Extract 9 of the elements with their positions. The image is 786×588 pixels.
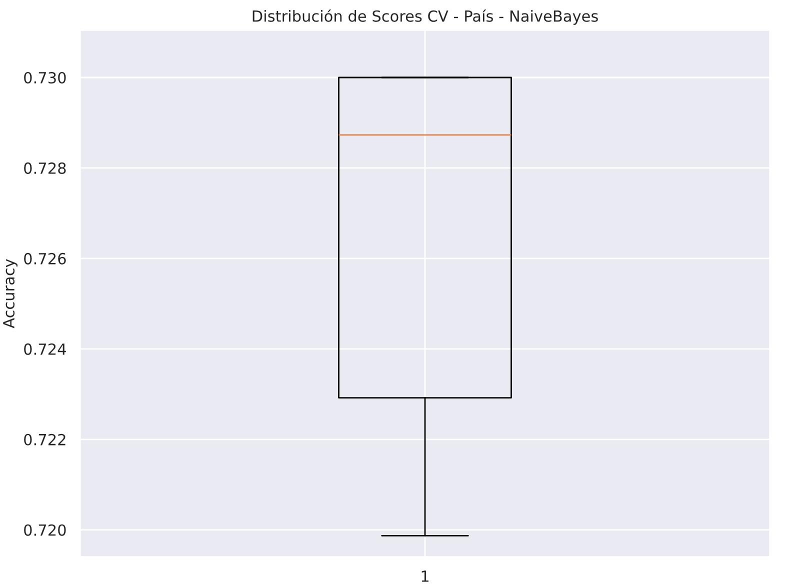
y-tick-label: 0.728 (24, 162, 66, 174)
y-tick-label: 0.722 (24, 434, 66, 446)
chart-title: Distribución de Scores CV - País - NaiveBayes (252, 9, 598, 25)
y-tick-label: 0.724 (24, 343, 66, 355)
y-axis-title: Accuracy (3, 259, 18, 328)
y-tick-label: 0.726 (24, 252, 66, 264)
x-tick-label: 1 (422, 570, 428, 582)
y-tick-label: 0.730 (24, 72, 66, 84)
y-tick-label: 0.720 (24, 524, 66, 536)
